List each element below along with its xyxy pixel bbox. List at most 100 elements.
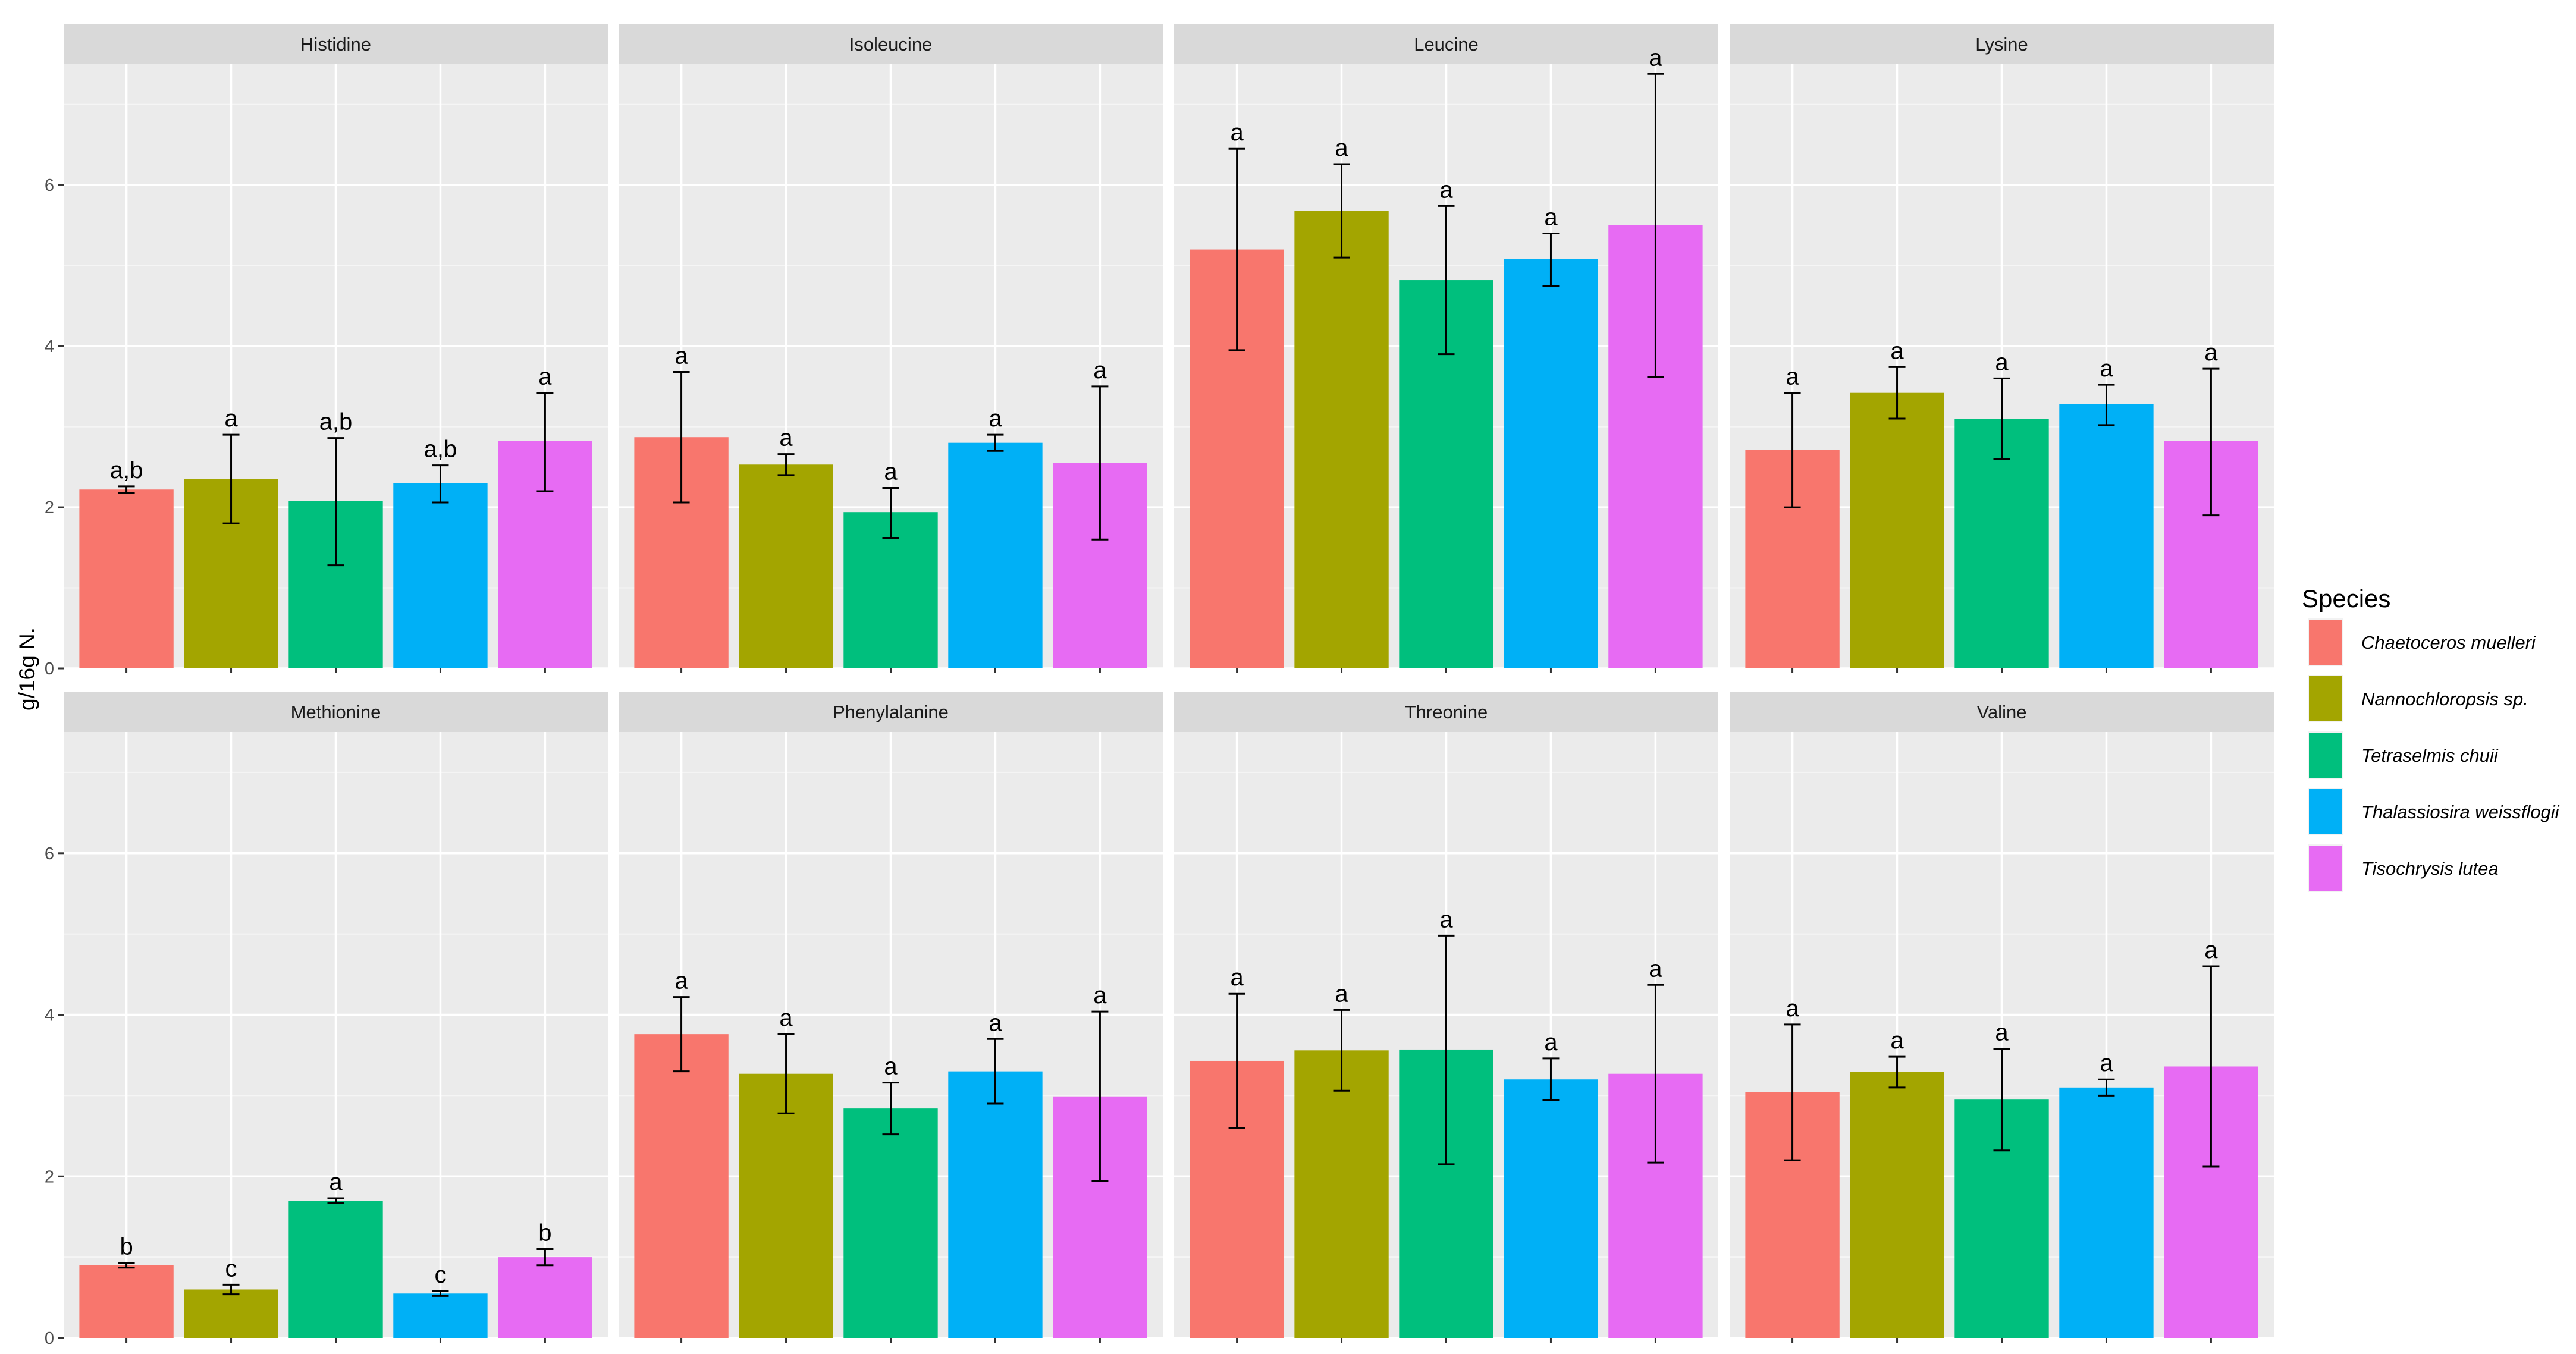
significance-label: a xyxy=(1995,349,2009,375)
significance-label: a xyxy=(1439,177,1453,203)
y-tick-label: 4 xyxy=(45,1006,54,1025)
legend-title: Species xyxy=(2302,585,2390,612)
significance-label: a xyxy=(538,364,552,390)
facet-lysine: Lysine a a a a a xyxy=(1730,24,2274,673)
facet-methionine: Methionine b c a c b 0 2 4 6 xyxy=(45,692,608,1348)
significance-label: a xyxy=(674,343,688,369)
significance-label: a xyxy=(779,425,793,451)
facet-strip xyxy=(1730,24,2274,64)
significance-label: a xyxy=(2100,356,2113,382)
y-tick-label: 2 xyxy=(45,498,54,517)
significance-label: c xyxy=(225,1255,237,1281)
bar xyxy=(79,489,174,668)
facet-strip xyxy=(1730,692,2274,732)
legend-label: Tetraselmis chuii xyxy=(2361,745,2499,766)
facet-strip xyxy=(619,692,1163,732)
facet-strip xyxy=(1174,692,1718,732)
significance-label: a xyxy=(1544,204,1558,230)
significance-label: a xyxy=(2204,340,2218,366)
facet-leucine: Leucine a a a a a xyxy=(1174,24,1718,673)
significance-label: a xyxy=(1995,1020,2009,1046)
y-tick-label: 4 xyxy=(45,337,54,356)
legend-label: Tisochrysis lutea xyxy=(2361,858,2499,879)
facet-strip xyxy=(64,692,608,732)
bar xyxy=(739,464,833,668)
legend-key xyxy=(2309,846,2342,891)
facet-strip-label: Histidine xyxy=(300,34,371,55)
significance-label: a xyxy=(989,406,1002,432)
significance-label: a xyxy=(1649,956,1662,982)
significance-label: b xyxy=(538,1220,551,1246)
bar xyxy=(1850,392,1944,668)
legend-key xyxy=(2309,676,2342,721)
bar xyxy=(1504,1079,1598,1338)
significance-label: a xyxy=(1890,338,1904,364)
bar xyxy=(1954,419,2049,668)
significance-label: a xyxy=(1786,364,1799,390)
facet-isoleucine: Isoleucine a a a a a xyxy=(619,24,1163,673)
facet-strip-label: Valine xyxy=(1977,702,2027,722)
significance-label: a xyxy=(779,1005,793,1031)
significance-label: a xyxy=(1093,357,1107,384)
bar xyxy=(393,1293,488,1338)
significance-label: a xyxy=(1649,45,1662,71)
significance-label: c xyxy=(434,1262,446,1288)
legend-key xyxy=(2309,789,2342,834)
y-tick-label: 6 xyxy=(45,176,54,195)
significance-label: a xyxy=(2100,1050,2113,1076)
significance-label: a xyxy=(989,1010,1002,1036)
bar xyxy=(1504,259,1598,668)
bar xyxy=(1294,211,1389,669)
significance-label: a xyxy=(674,968,688,994)
bar xyxy=(393,483,488,668)
facet-strip-label: Methionine xyxy=(291,702,381,722)
facet-phenylalanine: Phenylalanine a a a a a xyxy=(619,692,1163,1343)
bar xyxy=(79,1265,174,1338)
legend: Species Chaetoceros muelleri Nannochlorop… xyxy=(2302,585,2560,892)
significance-label: a xyxy=(1093,982,1107,1009)
bar xyxy=(634,1034,729,1338)
significance-label: a xyxy=(884,1054,898,1080)
y-axis-title: g/16g N. xyxy=(15,627,39,711)
bar xyxy=(2059,404,2154,668)
significance-label: a,b xyxy=(424,436,457,463)
significance-label: a xyxy=(1544,1029,1558,1055)
significance-label: a xyxy=(1786,995,1799,1022)
significance-label: a xyxy=(329,1169,343,1195)
facet-strip-label: Lysine xyxy=(1975,34,2028,55)
bar xyxy=(1294,1050,1389,1338)
facet-histidine: Histidine a,b a a,b a,b a 0 2 4 6 xyxy=(45,24,608,678)
facet-strip xyxy=(1174,24,1718,64)
facet-strip-label: Phenylalanine xyxy=(833,702,949,722)
significance-label: a xyxy=(224,406,238,432)
bar xyxy=(948,442,1043,668)
bar xyxy=(739,1073,833,1338)
y-tick-label: 6 xyxy=(45,844,54,863)
facet-strip-label: Threonine xyxy=(1405,702,1488,722)
significance-label: a xyxy=(1230,965,1244,991)
significance-label: a xyxy=(884,459,898,485)
bar xyxy=(288,1201,383,1338)
bar xyxy=(1850,1072,1944,1338)
facet-strip xyxy=(64,24,608,64)
significance-label: a,b xyxy=(110,457,143,483)
bar xyxy=(2059,1087,2154,1338)
facet-strip-label: Leucine xyxy=(1414,34,1479,55)
facet-threonine: Threonine a a a a a xyxy=(1174,692,1718,1343)
y-tick-label: 0 xyxy=(45,659,54,678)
bar xyxy=(843,1108,938,1338)
bar xyxy=(184,1289,278,1338)
facet-strip xyxy=(619,24,1163,64)
bar xyxy=(498,1257,592,1338)
significance-label: a xyxy=(1439,906,1453,932)
significance-label: a,b xyxy=(319,409,353,435)
significance-label: a xyxy=(1890,1028,1904,1054)
legend-label: Thalassiosira weissflogii xyxy=(2361,802,2560,822)
y-tick-label: 2 xyxy=(45,1167,54,1186)
significance-label: a xyxy=(1335,135,1348,161)
significance-label: a xyxy=(1335,981,1348,1007)
legend-key xyxy=(2309,733,2342,778)
significance-label: a xyxy=(2204,937,2218,963)
